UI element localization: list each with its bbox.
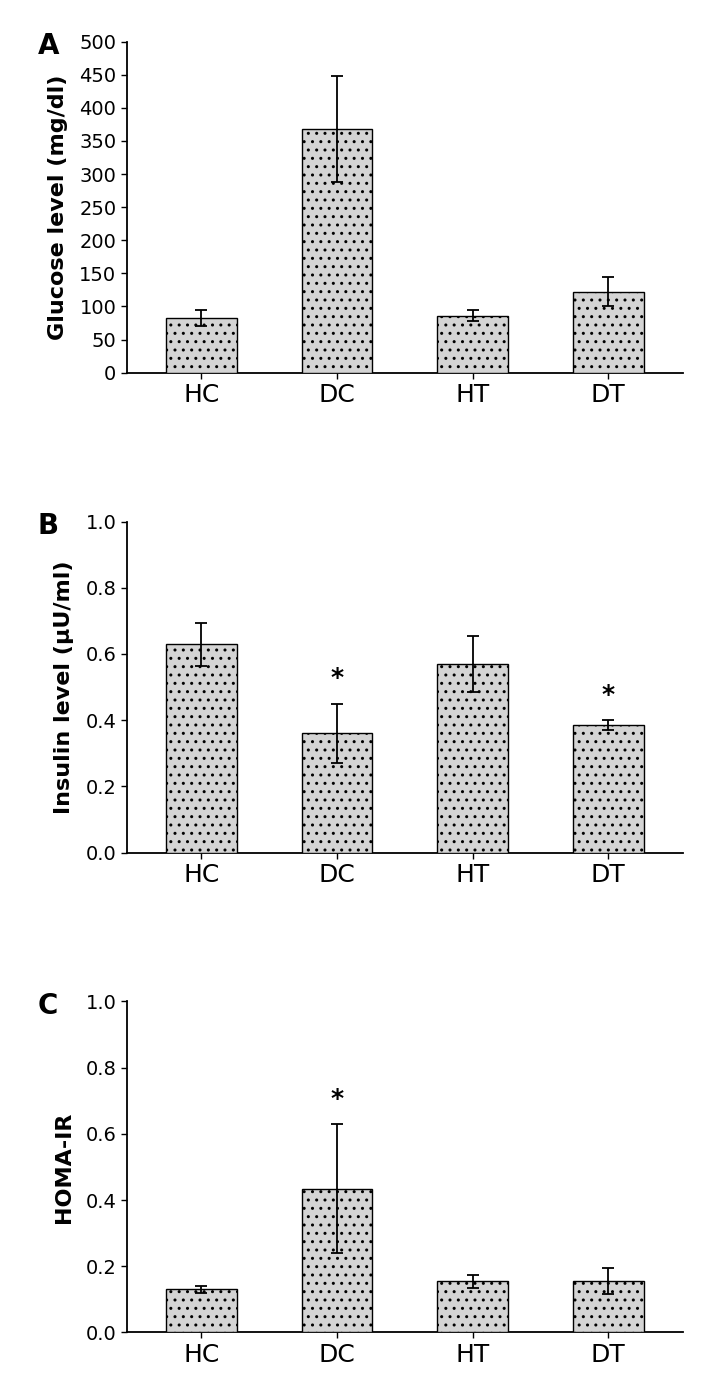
Bar [166,644,237,852]
Text: *: * [602,683,615,706]
Bar [437,663,508,852]
Bar [573,1281,643,1332]
Y-axis label: HOMA-IR: HOMA-IR [54,1112,75,1223]
Text: C: C [38,991,58,1020]
Bar [573,291,643,372]
Bar [437,315,508,372]
Bar [302,129,372,372]
Bar [166,1289,237,1332]
Text: A: A [38,32,59,60]
Bar [437,1281,508,1332]
Y-axis label: Insulin level (μU/ml): Insulin level (μU/ml) [54,561,75,813]
Bar [573,725,643,852]
Text: B: B [38,512,59,540]
Bar [302,1188,372,1332]
Text: *: * [330,1087,344,1110]
Y-axis label: Glucose level (mg/dl): Glucose level (mg/dl) [48,75,68,340]
Bar [166,318,237,372]
Text: *: * [330,666,344,690]
Bar [302,733,372,852]
